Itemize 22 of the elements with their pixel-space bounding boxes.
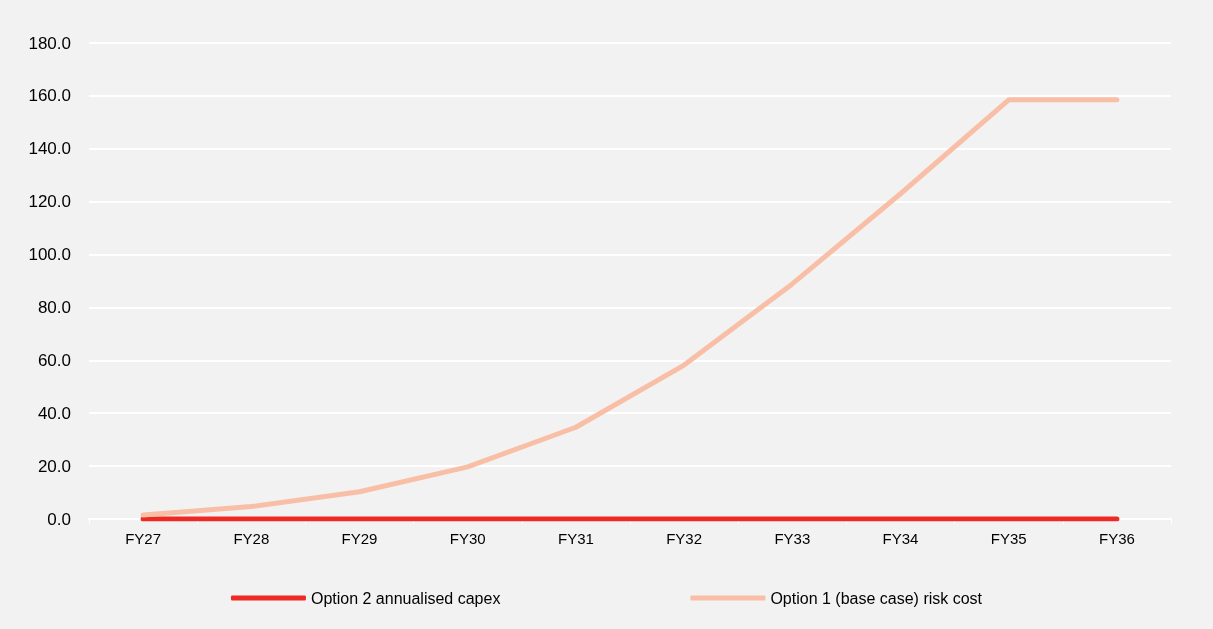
y-tick-label: 20.0 bbox=[37, 456, 71, 476]
y-tick-label: 140.0 bbox=[28, 139, 71, 159]
y-tick-label: 0.0 bbox=[47, 509, 71, 529]
x-tick-label: FY31 bbox=[557, 530, 594, 547]
x-tick-label: FY30 bbox=[449, 530, 486, 547]
y-tick-label: 80.0 bbox=[37, 297, 71, 317]
x-tick-label: FY29 bbox=[341, 530, 378, 547]
y-tick-label: 100.0 bbox=[28, 245, 71, 265]
legend-label: Option 1 (base case) risk cost bbox=[770, 589, 983, 607]
y-tick-label: 180.0 bbox=[28, 33, 71, 53]
x-tick-label: FY35 bbox=[990, 530, 1027, 547]
x-tick-label: FY27 bbox=[125, 530, 162, 547]
x-tick-label: FY33 bbox=[774, 530, 811, 547]
y-tick-label: 160.0 bbox=[28, 86, 71, 106]
x-tick-label: FY34 bbox=[882, 530, 919, 547]
x-tick-label: FY28 bbox=[233, 530, 270, 547]
y-tick-label: 60.0 bbox=[37, 350, 71, 370]
y-tick-label: 120.0 bbox=[28, 192, 71, 212]
x-tick-label: FY36 bbox=[1098, 530, 1135, 547]
legend-label: Option 2 annualised capex bbox=[310, 589, 501, 607]
y-tick-label: 40.0 bbox=[37, 403, 71, 423]
x-tick-label: FY32 bbox=[666, 530, 703, 547]
